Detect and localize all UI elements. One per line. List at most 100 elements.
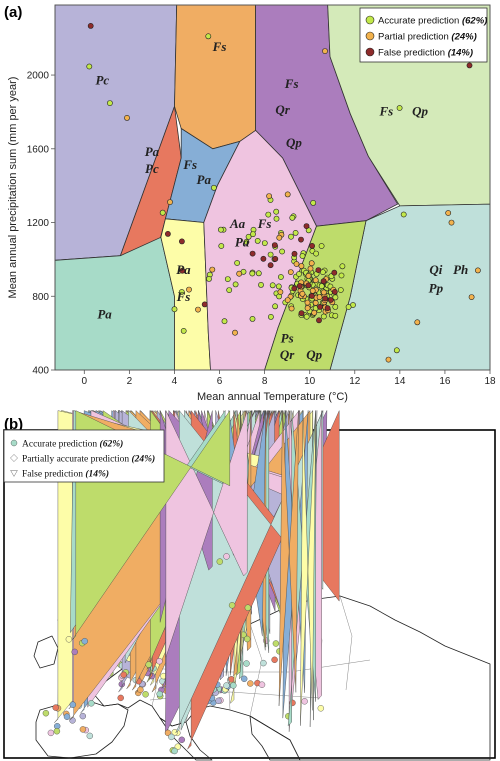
data-point [288, 233, 294, 240]
data-point [309, 242, 315, 249]
x-axis-label: Mean annual Temperature (°C) [197, 391, 348, 403]
data-point [320, 278, 327, 285]
data-point [313, 250, 319, 257]
region-label: Qp [306, 347, 322, 362]
data-point [331, 288, 338, 295]
data-point [249, 270, 256, 277]
data-point [265, 211, 272, 218]
legend-label: Partial prediction (24%) [378, 32, 477, 43]
site-marker-accurate [247, 680, 254, 687]
region-label: Pc [145, 161, 159, 176]
data-point [179, 267, 186, 274]
data-point [316, 294, 323, 300]
data-point [339, 263, 346, 270]
site-marker-accurate [223, 682, 230, 689]
data-point [267, 251, 274, 258]
data-point [296, 283, 303, 289]
data-point [279, 248, 285, 255]
data-point [298, 236, 304, 243]
data-point [206, 275, 212, 282]
data-point [234, 260, 240, 266]
data-point [210, 184, 217, 191]
data-point [318, 283, 325, 290]
site-marker-accurate [86, 732, 94, 740]
data-point [250, 231, 256, 237]
data-point [298, 263, 305, 269]
data-point [299, 290, 306, 297]
chart-legend: Accurate prediction (62%) Partial predict… [359, 7, 488, 63]
site-marker-accurate [120, 671, 127, 678]
data-point [331, 269, 338, 276]
region-label: Pc [95, 72, 109, 87]
site-marker-accurate [228, 602, 236, 609]
data-point [243, 238, 250, 245]
data-point [309, 287, 316, 294]
data-point [305, 272, 312, 279]
site-marker-accurate [243, 635, 251, 643]
data-point [445, 210, 452, 216]
site-marker-accurate [243, 660, 250, 667]
map-legend-label: False prediction (14%) [22, 469, 109, 480]
site-marker-false [300, 410, 316, 726]
site-marker-accurate [230, 682, 237, 689]
region-label: Qp [412, 104, 428, 119]
region-label: Pa [197, 172, 212, 187]
site-marker-accurate [171, 747, 178, 755]
data-point [260, 255, 267, 262]
data-point [236, 270, 243, 277]
data-point [299, 253, 306, 259]
data-point [332, 312, 339, 319]
data-point [267, 313, 274, 320]
x-tick-label: 10 [304, 376, 316, 387]
site-marker-accurate [63, 713, 71, 720]
data-point [400, 211, 407, 218]
data-point [298, 310, 305, 317]
site-marker-accurate [317, 705, 324, 712]
country-border [339, 595, 353, 691]
data-point [322, 48, 328, 54]
data-point [245, 233, 252, 240]
region-label: Qr [275, 102, 290, 117]
data-point [303, 313, 310, 320]
y-tick-label: 1600 [27, 144, 50, 155]
data-point [195, 306, 201, 313]
data-point [312, 277, 319, 284]
map-legend: Accurate prediction (62%) Partially accur… [3, 429, 165, 483]
site-marker-accurate [69, 717, 76, 724]
data-point [232, 281, 239, 288]
data-point [275, 283, 282, 290]
data-point [293, 261, 300, 267]
data-point [332, 294, 339, 301]
data-point [311, 309, 318, 316]
region-label: Fs [378, 104, 393, 119]
data-point [284, 191, 291, 198]
map-legend-label: Partially accurate prediction (24%) [22, 454, 155, 465]
data-point [171, 306, 178, 313]
data-point [345, 304, 352, 310]
site-marker-accurate [88, 700, 95, 707]
data-point [87, 22, 94, 29]
data-point [164, 230, 171, 237]
data-point [304, 305, 311, 311]
data-point [232, 329, 238, 336]
data-point [205, 33, 212, 40]
site-marker-accurate [301, 698, 308, 705]
data-point [271, 242, 278, 248]
data-point [292, 229, 299, 236]
climate-region-3 [174, 4, 257, 150]
data-point [277, 289, 284, 295]
site-marker-accurate [244, 604, 252, 611]
data-point [291, 285, 298, 292]
region-label: Qi [429, 262, 442, 277]
y-tick-label: 2000 [27, 71, 50, 82]
data-point [316, 317, 322, 324]
site-marker-accurate [156, 657, 163, 665]
data-point [307, 265, 314, 272]
legend-marker [365, 15, 375, 25]
data-point [305, 282, 312, 289]
data-point [289, 214, 296, 221]
data-point [322, 295, 329, 302]
data-point [315, 267, 322, 273]
data-point [296, 271, 302, 277]
